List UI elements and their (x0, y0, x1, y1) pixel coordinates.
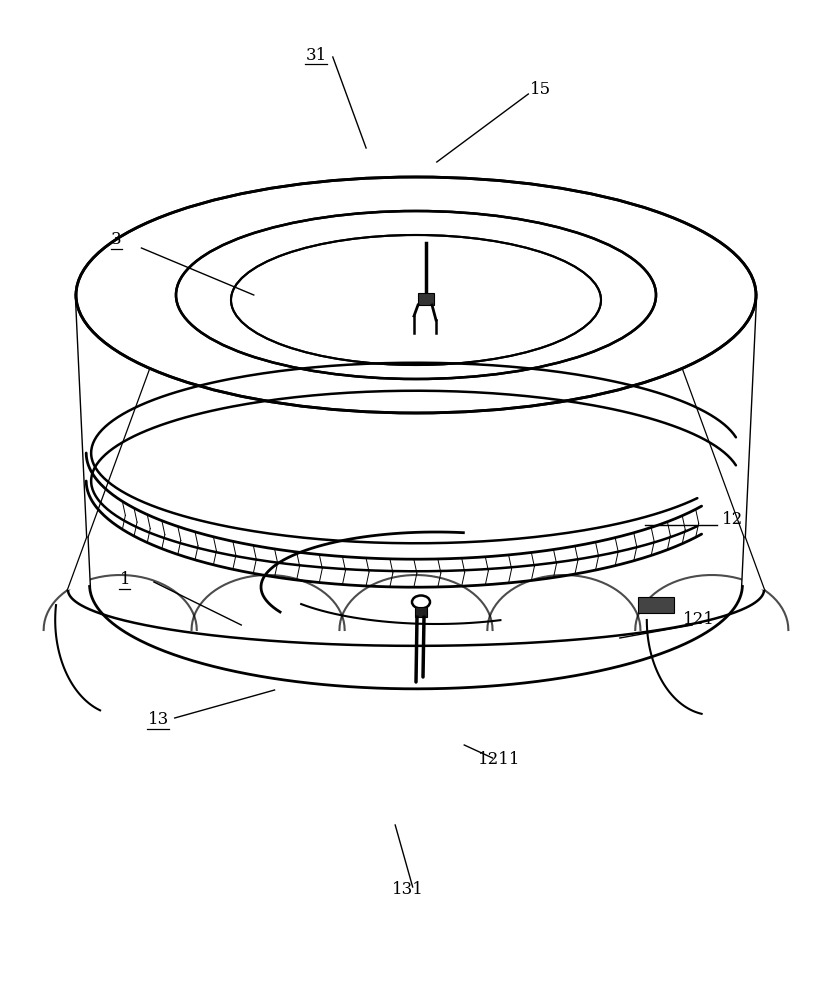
Text: 15: 15 (530, 82, 552, 99)
Polygon shape (68, 295, 176, 590)
Text: 31: 31 (305, 46, 327, 64)
Text: 131: 131 (392, 882, 423, 898)
Text: 121: 121 (683, 611, 715, 629)
Ellipse shape (176, 211, 656, 379)
Text: 1211: 1211 (478, 752, 521, 768)
Bar (638, 597, 674, 613)
Polygon shape (656, 295, 764, 590)
Bar (418, 293, 434, 305)
Ellipse shape (234, 239, 598, 366)
Text: 12: 12 (721, 512, 743, 528)
Ellipse shape (231, 235, 601, 365)
Bar (415, 607, 427, 617)
Text: 13: 13 (147, 712, 169, 728)
Ellipse shape (76, 177, 756, 413)
Text: 3: 3 (111, 232, 121, 248)
Ellipse shape (78, 178, 754, 412)
Text: 1: 1 (120, 572, 130, 588)
